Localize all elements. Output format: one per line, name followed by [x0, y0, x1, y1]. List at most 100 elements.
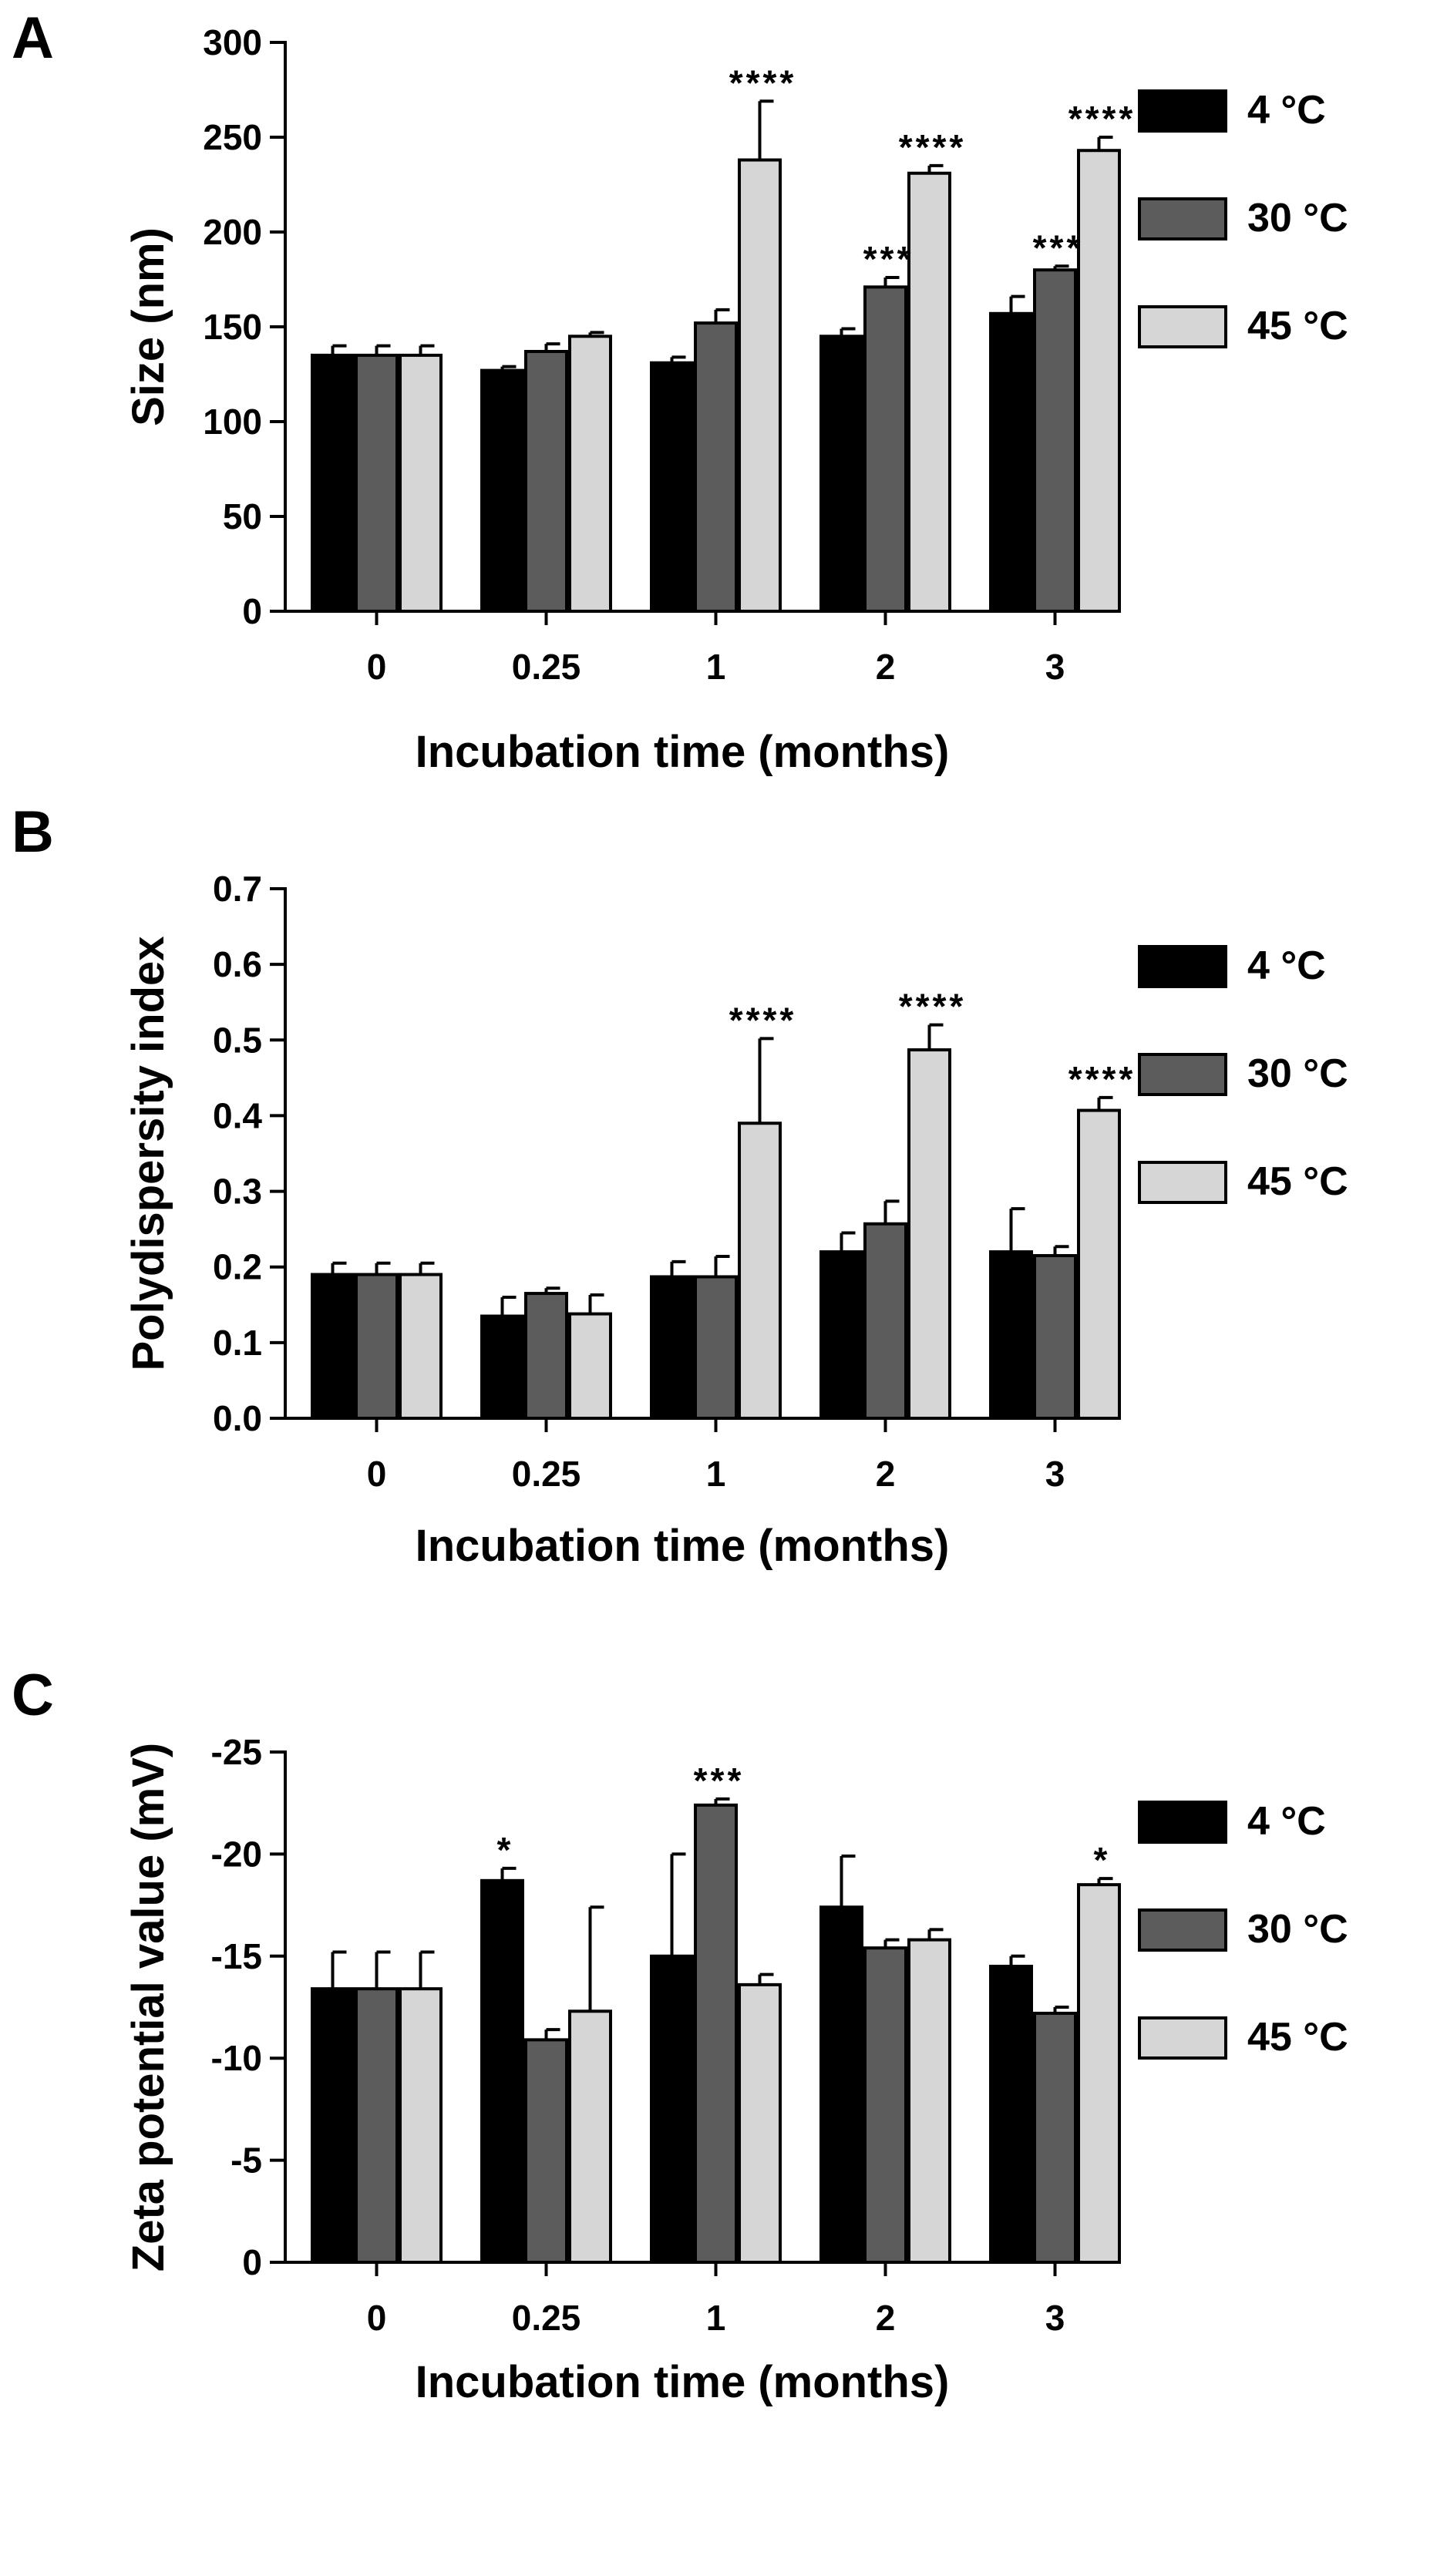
panel-a-significance-label: **** [1068, 99, 1136, 139]
panel-a-legend-swatch [1138, 197, 1227, 240]
panel-a-bar [524, 349, 568, 613]
panel-a-significance-label: *** [863, 239, 914, 279]
panel-c-y-tick-label: -10 [211, 2038, 262, 2078]
panel-a-legend-label: 45 °C [1247, 304, 1348, 348]
panel-a-bar [863, 285, 907, 613]
panel-a-bar [568, 335, 612, 613]
panel-b-y-tick-label: 0.4 [213, 1095, 262, 1135]
panel-a-y-tick-label: 300 [203, 22, 262, 62]
panel-a-y-tick-label: 0 [242, 591, 262, 631]
panel-b-significance-label: **** [729, 1000, 797, 1040]
panel-b-bar [399, 1273, 443, 1420]
panel-b-label: B [12, 799, 54, 865]
panel-c-x-tick-label: 3 [1045, 2298, 1065, 2338]
panel-a-bar [989, 311, 1033, 613]
panel-c-x-tick-label: 0 [367, 2298, 387, 2338]
panel-a-bar [738, 158, 782, 613]
panel-b-y-axis-title: Polydispersity index [123, 936, 173, 1370]
panel-b-y-tick-label: 0.6 [213, 944, 262, 984]
panel-b-legend-swatch [1138, 1053, 1227, 1096]
panel-a-bar [694, 321, 738, 613]
panel-a-label: A [12, 5, 54, 71]
panel-b-bar [907, 1048, 951, 1421]
panel-b-bar [568, 1312, 612, 1421]
panel-c-legend-swatch [1138, 1801, 1227, 1844]
panel-c-significance-label: * [497, 1830, 514, 1870]
panel-c-bar [568, 2009, 612, 2264]
panel-c-label: C [12, 1663, 54, 1728]
panel-b-bar [738, 1122, 782, 1420]
panel-b-legend-swatch [1138, 1161, 1227, 1204]
panel-c-legend-swatch [1138, 1908, 1227, 1952]
panel-c-bar [694, 1803, 738, 2264]
panel-a-x-tick-label: 3 [1045, 647, 1065, 687]
panel-c-significance-label: *** [694, 1760, 745, 1801]
panel-b-y-tick-label: 0.7 [213, 869, 262, 909]
panel-b-bar [1033, 1253, 1077, 1420]
panel-b-x-tick-label: 0 [367, 1454, 387, 1494]
panel-a-legend-label: 30 °C [1247, 196, 1348, 240]
panel-b-legend-label: 45 °C [1247, 1159, 1348, 1204]
panel-a-y-tick-label: 200 [203, 212, 262, 252]
panel-a-legend-label: 4 °C [1247, 88, 1326, 133]
panel-a-bar [819, 335, 863, 613]
panel-b-y-tick-label: 0.3 [213, 1172, 262, 1212]
panel-b-x-tick-label: 1 [706, 1454, 726, 1494]
panel-a-y-tick-label: 50 [223, 496, 262, 536]
panel-a-significance-label: *** [1033, 227, 1084, 267]
panel-a-bar [1033, 268, 1077, 613]
panel-b-x-tick-label: 0.25 [512, 1454, 581, 1494]
panel-b-y-tick-label: 0.5 [213, 1020, 262, 1060]
panel-b-y-tick-label: 0.1 [213, 1323, 262, 1363]
panel-c-bar [907, 1938, 951, 2264]
panel-b-significance-label: **** [1068, 1059, 1136, 1099]
panel-a-x-tick-label: 1 [706, 647, 726, 687]
panel-b-legend-label: 4 °C [1247, 943, 1326, 988]
panel-a-x-axis-title: Incubation time (months) [416, 727, 950, 777]
panel-a-bar [480, 368, 524, 613]
panel-b-bar [694, 1275, 738, 1421]
panel-b-bar [1077, 1108, 1121, 1421]
panel-b-legend-swatch [1138, 945, 1227, 988]
panel-c-bar [650, 1954, 694, 2265]
panel-a-bar [311, 353, 355, 613]
panel-b-bar [524, 1292, 568, 1421]
panel-b-y-tick-label: 0.2 [213, 1247, 262, 1287]
panel-c-bar [355, 1987, 399, 2264]
panel-c-bar [399, 1987, 443, 2264]
panel-c-bar [1033, 2011, 1077, 2265]
panel-c-legend-label: 4 °C [1247, 1799, 1326, 1844]
panel-c-legend-label: 45 °C [1247, 2015, 1348, 2060]
panel-c-x-tick-label: 1 [706, 2298, 726, 2338]
panel-a-significance-label: **** [899, 127, 967, 167]
panel-a-y-axis-title: Size (nm) [123, 227, 173, 426]
panel-c-y-tick-label: -20 [211, 1834, 262, 1874]
panel-c-bar [819, 1905, 863, 2265]
panel-c-legend-swatch [1138, 2016, 1227, 2060]
panel-a-y-tick-label: 150 [203, 307, 262, 347]
panel-c-legend-label: 30 °C [1247, 1907, 1348, 1952]
panel-a-x-tick-label: 2 [876, 647, 896, 687]
panel-b-bar [311, 1273, 355, 1420]
panel-b-bar [480, 1314, 524, 1421]
panel-a-bar [1077, 149, 1121, 614]
panel-a-x-tick-label: 0.25 [512, 647, 581, 687]
panel-a-y-tick-label: 250 [203, 117, 262, 157]
panel-a-significance-label: **** [729, 62, 797, 103]
panel-b-bar [819, 1250, 863, 1420]
panel-a-bar [355, 353, 399, 613]
panel-b-y-tick-label: 0.0 [213, 1398, 262, 1438]
panel-c-y-tick-label: -15 [211, 1936, 262, 1976]
panel-a-bar [399, 353, 443, 613]
panel-b-x-axis-title: Incubation time (months) [416, 1521, 950, 1571]
panel-c-y-tick-label: 0 [242, 2242, 262, 2282]
panel-b-legend-label: 30 °C [1247, 1051, 1348, 1096]
panel-a-y-tick-label: 100 [203, 402, 262, 442]
panel-b-bar [355, 1273, 399, 1420]
panel-c-bar [738, 1982, 782, 2265]
panel-c-bar [1077, 1883, 1121, 2265]
panel-a-legend-swatch [1138, 89, 1227, 133]
panel-a-x-tick-label: 0 [367, 647, 387, 687]
panel-a-bar [650, 361, 694, 613]
